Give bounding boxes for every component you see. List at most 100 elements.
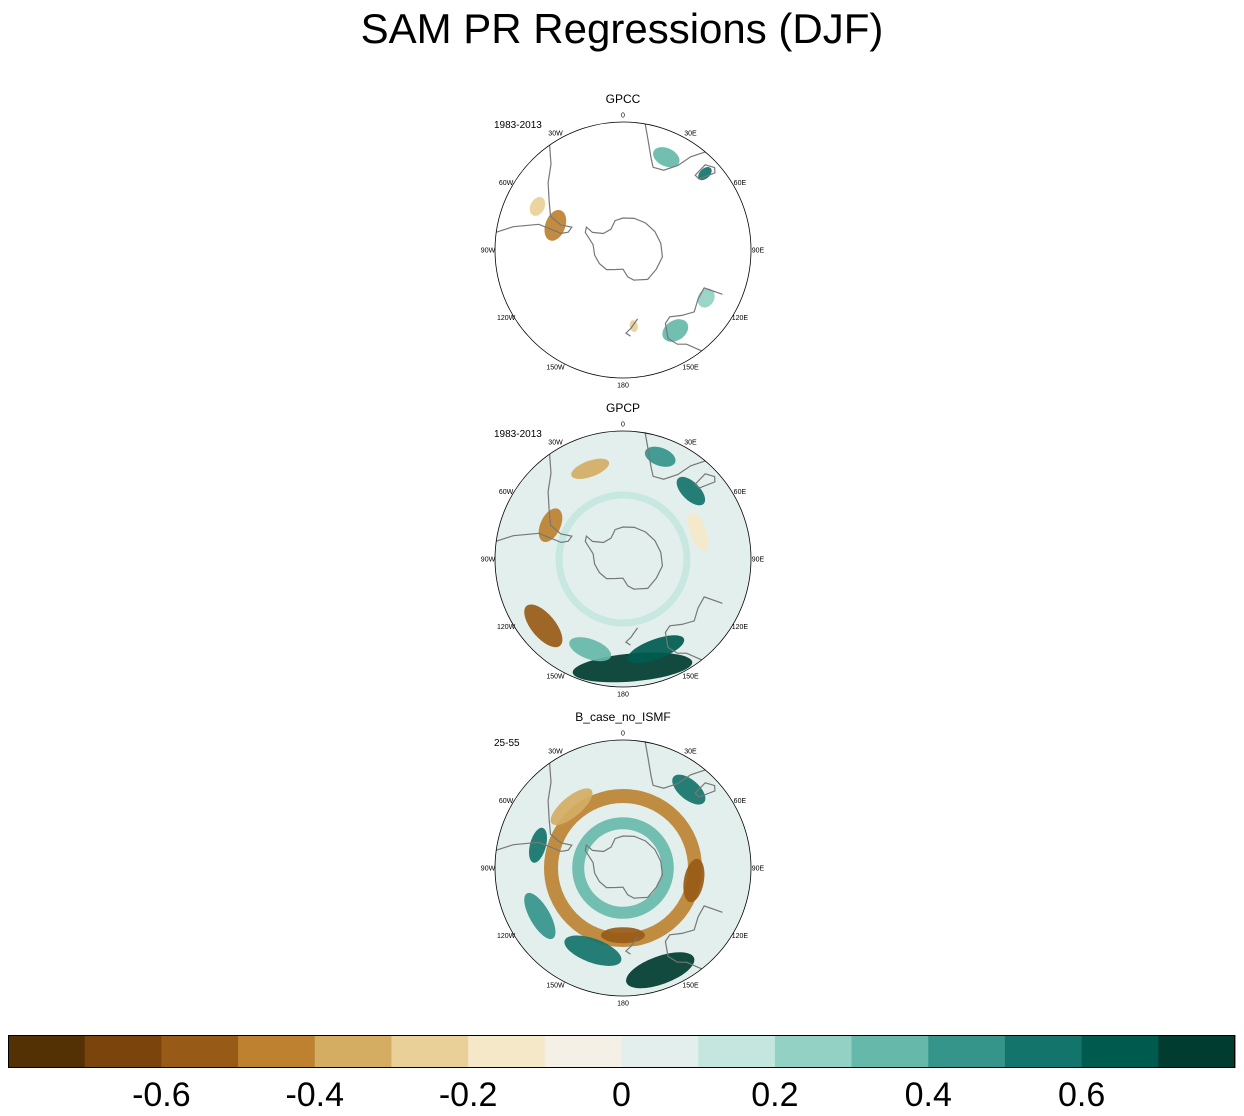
lon-label: 30E (684, 440, 697, 447)
lon-label: 60W (499, 180, 514, 187)
sw-pacific-wet (564, 935, 622, 966)
main-title: SAM PR Regressions (DJF) (360, 5, 884, 52)
panel-title: B_case_no_ISMF (575, 710, 671, 724)
lon-label: 120W (497, 624, 516, 631)
colorbar-swatch (314, 1035, 392, 1068)
colorbar-swatch (698, 1035, 776, 1068)
lon-label: 180 (617, 692, 629, 699)
southern-africa-wet (653, 147, 680, 168)
tasman-wet-core (627, 635, 685, 664)
coastline-antarctica (584, 526, 664, 590)
lon-label: 60E (734, 489, 747, 496)
circumpolar-wet-ring (555, 491, 691, 627)
colorbar-frame (8, 1035, 1235, 1068)
map-border (494, 430, 752, 688)
lon-label: 90W (481, 248, 496, 255)
lon-label: 120W (497, 315, 516, 322)
colorbar-swatch (928, 1035, 1006, 1068)
coastline-madagascar (694, 473, 716, 489)
panel-period: 25-55 (494, 738, 520, 749)
chile-wet (528, 827, 548, 863)
coastline-madagascar (694, 164, 716, 180)
map-field (495, 122, 751, 378)
map-field (495, 431, 751, 687)
lon-label: 90E (752, 866, 765, 873)
colorbar-swatch (774, 1035, 853, 1068)
south-pacific-dry (601, 927, 645, 944)
lon-label: 150W (546, 982, 565, 989)
lon-label: 150E (682, 982, 699, 989)
lon-label: 90E (752, 248, 765, 255)
lon-label: 0 (621, 731, 625, 738)
colorbar-swatch (391, 1035, 469, 1068)
coastline-south-america (496, 145, 573, 235)
southern-africa-wet (644, 446, 676, 467)
colorbar-tick-label: -0.2 (439, 1076, 498, 1114)
lon-label: 90E (752, 557, 765, 564)
colorbar-tick-label: -0.4 (285, 1076, 344, 1114)
lon-label: 30E (684, 749, 697, 756)
panel-b-case-no-ismf: B_case_no_ISMF 25-55 0 30E 60E 90E 120E 150E 1… (468, 710, 778, 1018)
map-background (495, 740, 751, 996)
lon-label: 0 (621, 113, 625, 120)
se-pacific-dry (524, 604, 563, 648)
panel-gpcc: GPCC 1983-2013 0 30E 60E 90E 120E 150E 180 150W… (468, 92, 778, 400)
colorbar-tick-label: 0.2 (751, 1076, 798, 1114)
lon-label: 150E (682, 364, 699, 371)
lon-label: 150W (546, 673, 565, 680)
lon-label: 30W (548, 749, 563, 756)
colorbar-swatch (238, 1035, 316, 1068)
colorbar-swatch (1158, 1035, 1236, 1068)
lon-label: 60W (499, 489, 514, 496)
lon-label: 60W (499, 798, 514, 805)
colorbar-swatch (84, 1035, 162, 1068)
coastline-africa (644, 741, 706, 789)
coastline-antarctica (584, 217, 664, 281)
panel-period: 1983-2013 (494, 120, 542, 131)
coastline-africa (644, 432, 706, 480)
coastline-south-america (496, 454, 573, 544)
coastline-new-zealand (624, 318, 639, 337)
lon-label: 90W (481, 866, 496, 873)
coastline-africa (644, 123, 706, 171)
colorbar-swatch (468, 1035, 546, 1068)
coastline-australia (664, 287, 723, 352)
lon-label: 30E (684, 131, 697, 138)
coastline-antarctica (584, 835, 664, 899)
lon-label: 150E (682, 673, 699, 680)
lon-label: 90W (481, 557, 496, 564)
panel-gpcp: GPCP 1983-2013 0 30E 60E 90E 120E 150E 180 150W… (468, 401, 778, 709)
colorbar-swatch (1081, 1035, 1159, 1068)
polar-map: 0 30E 60E 90E 120E 150E 180 150W 120W 90W 60W 30W (481, 731, 765, 1008)
colorbar-swatch (621, 1035, 699, 1068)
new-zealand-dry (629, 320, 638, 333)
lon-label: 60E (734, 180, 747, 187)
colorbar-tick-label: 0.4 (905, 1076, 952, 1114)
lon-label: 30W (548, 131, 563, 138)
madagascar-wet (698, 167, 712, 181)
lon-label: 120E (732, 933, 749, 940)
indian-ocean-dry (683, 858, 705, 903)
se-pacific-wet (524, 892, 556, 940)
lon-label: 0 (621, 422, 625, 429)
colorbar-tick-label: 0.6 (1058, 1076, 1105, 1114)
lon-label: 180 (617, 383, 629, 390)
colorbar-swatch (1004, 1035, 1083, 1068)
lon-label: 60E (734, 798, 747, 805)
coastline-australia (664, 905, 723, 970)
lon-label: 120E (732, 315, 749, 322)
colorbar-tick-label: 0 (612, 1076, 631, 1114)
colorbar-tick-label: -0.6 (132, 1076, 191, 1114)
coastline-south-america (496, 763, 573, 853)
polar-map: 0 30E 60E 90E 120E 150E 180 150W 120W 90W 60W 30W (481, 422, 765, 699)
lon-label: 120E (732, 624, 749, 631)
colorbar-swatch (161, 1035, 239, 1068)
map-border (494, 121, 752, 379)
colorbar-swatch (8, 1035, 86, 1068)
polar-map: 0 30E 60E 90E 120E 150E 180 150W 120W 90W 60W 30W (481, 113, 765, 390)
lon-label: 30W (548, 440, 563, 447)
lon-label: 180 (617, 1001, 629, 1008)
panel-title: GPCC (605, 92, 641, 106)
map-background (495, 431, 751, 687)
colorbar: -0.6 -0.4 -0.2 0 0.2 0.4 0.6 (8, 1035, 1236, 1114)
